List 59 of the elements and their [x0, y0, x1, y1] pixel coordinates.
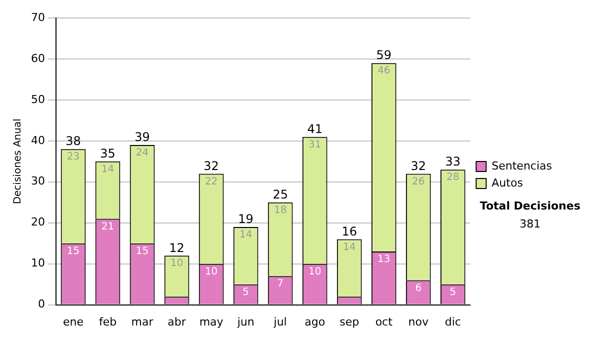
x-tick-label: oct [375, 315, 394, 328]
y-axis-title: Decisiones Anual [12, 118, 24, 204]
data-label: 31 [308, 139, 322, 150]
total-label: 16 [342, 224, 357, 238]
x-tick-label: jun [236, 315, 254, 328]
x-tick-label: may [199, 315, 224, 328]
total-label: 12 [169, 240, 184, 255]
total-label: 59 [376, 48, 392, 62]
data-label: 10 [170, 258, 184, 270]
x-tick-label: feb [98, 315, 117, 328]
y-tick-label: 20 [30, 216, 45, 229]
data-label: 10 [308, 266, 322, 278]
x-tick-label: ene [62, 315, 84, 328]
x-tick-label: nov [408, 315, 429, 328]
x-tick-label: abr [168, 315, 186, 328]
data-label: 15 [66, 246, 80, 257]
total-label: 38 [66, 134, 81, 148]
data-label: 26 [412, 176, 425, 188]
data-label: 5 [242, 286, 250, 298]
data-label: 22 [204, 176, 218, 188]
data-label: 46 [378, 66, 390, 77]
x-tick-label: ago [304, 315, 326, 328]
data-label: 13 [378, 254, 390, 266]
data-label: 23 [66, 152, 80, 163]
data-label: 6 [415, 282, 422, 294]
y-tick-label: 40 [30, 134, 45, 147]
y-tick-label: 10 [30, 256, 45, 270]
y-tick-label: 0 [38, 298, 45, 311]
total-label: 39 [134, 130, 150, 144]
x-tick-label: mar [131, 315, 154, 328]
total-label: 41 [307, 122, 322, 136]
total-label: 32 [410, 158, 426, 173]
data-label: 21 [101, 221, 114, 232]
data-label: 10 [204, 266, 218, 278]
data-label: 14 [342, 242, 356, 253]
data-label: 24 [136, 148, 149, 159]
data-label: 28 [446, 172, 460, 184]
data-label: 7 [277, 278, 284, 290]
data-label: 14 [101, 164, 114, 175]
legend-label: Autos [492, 176, 524, 190]
data-label: 15 [136, 246, 149, 257]
x-tick-label: dic [444, 315, 461, 328]
total-label: 35 [100, 146, 116, 161]
total-label: 19 [238, 212, 254, 226]
text: 381 [520, 217, 541, 230]
x-tick-label: sep [340, 315, 360, 328]
data-label: 14 [239, 230, 252, 241]
legend-label: Sentencias [492, 159, 552, 172]
y-tick-label: 50 [30, 92, 45, 106]
y-tick-label: 60 [30, 52, 45, 65]
total-label: 33 [445, 154, 461, 169]
total-label: 32 [204, 158, 219, 173]
text: Total Decisiones [480, 199, 581, 212]
x-tick-label: jul [272, 315, 287, 328]
data-label: 18 [274, 204, 287, 216]
y-tick-label: 30 [30, 174, 45, 188]
y-tick-label: 70 [30, 10, 45, 24]
total-label: 25 [272, 187, 288, 202]
data-label: 5 [450, 286, 456, 298]
